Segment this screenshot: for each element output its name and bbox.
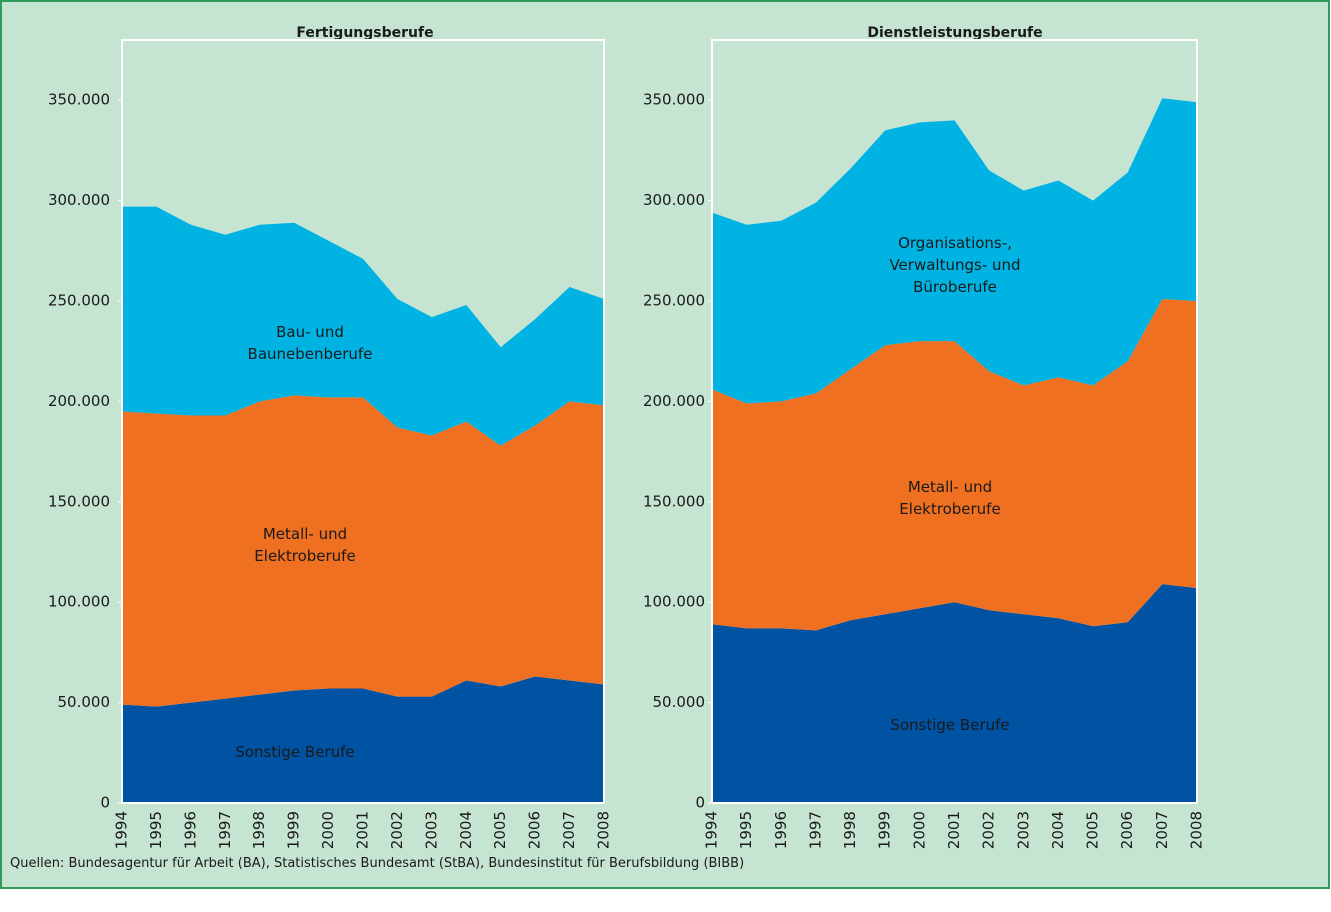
x-tick-label: 2008 bbox=[595, 811, 613, 849]
x-tick-label: 1996 bbox=[772, 811, 790, 849]
area bbox=[712, 98, 1197, 404]
x-tick-label: 2002 bbox=[388, 811, 406, 849]
series-label: Sonstige Berufe bbox=[235, 743, 355, 761]
x-tick-label: 1999 bbox=[876, 811, 894, 849]
y-tick-label: 100.000 bbox=[48, 593, 110, 611]
y-tick-label: 250.000 bbox=[48, 292, 110, 310]
x-tick-label: 2006 bbox=[526, 811, 544, 849]
x-tick-label: 2000 bbox=[319, 811, 337, 849]
x-tick-label: 1998 bbox=[841, 811, 859, 849]
x-tick-label: 2004 bbox=[457, 811, 475, 849]
y-tick-label: 200.000 bbox=[48, 392, 110, 410]
x-tick-label: 1997 bbox=[806, 811, 824, 849]
x-tick-label: 2003 bbox=[422, 811, 440, 849]
y-tick-label: 150.000 bbox=[48, 492, 110, 510]
x-tick-label: 2008 bbox=[1188, 811, 1206, 849]
x-tick-label: 2001 bbox=[945, 811, 963, 849]
y-tick-label: 200.000 bbox=[643, 392, 705, 410]
y-tick-label: 300.000 bbox=[643, 191, 705, 209]
series-label: Sonstige Berufe bbox=[890, 716, 1010, 734]
x-tick-label: 2004 bbox=[1049, 811, 1067, 849]
y-tick-label: 300.000 bbox=[48, 191, 110, 209]
series-label: Metall- und Elektroberufe bbox=[899, 478, 1001, 518]
source-note: Quellen: Bundesagentur für Arbeit (BA), … bbox=[10, 856, 745, 871]
x-tick-label: 2000 bbox=[910, 811, 928, 849]
x-tick-label: 1995 bbox=[147, 811, 165, 849]
series-label: Bau- und Baunebenberufe bbox=[247, 323, 373, 363]
y-tick-label: 50.000 bbox=[653, 693, 706, 711]
y-tick-label: 150.000 bbox=[643, 492, 705, 510]
x-tick-label: 2006 bbox=[1118, 811, 1136, 849]
x-tick-label: 2007 bbox=[1153, 811, 1171, 849]
x-tick-label: 2005 bbox=[1084, 811, 1102, 849]
x-tick-label: 1996 bbox=[181, 811, 199, 849]
series-label: Metall- und Elektroberufe bbox=[254, 525, 356, 565]
area bbox=[122, 395, 604, 707]
x-tick-label: 2005 bbox=[491, 811, 509, 849]
chart-title: Dienstleistungsberufe bbox=[867, 25, 1042, 41]
x-tick-label: 1995 bbox=[737, 811, 755, 849]
x-tick-label: 1994 bbox=[113, 811, 131, 849]
plot-frame bbox=[121, 39, 605, 803]
x-tick-label: 1994 bbox=[703, 811, 721, 849]
y-tick-label: 350.000 bbox=[643, 91, 705, 109]
x-tick-label: 2002 bbox=[980, 811, 998, 849]
x-tick-label: 1998 bbox=[250, 811, 268, 849]
area bbox=[122, 206, 604, 446]
x-tick-label: 2003 bbox=[1014, 811, 1032, 849]
y-tick-label: 350.000 bbox=[48, 91, 110, 109]
y-tick-label: 50.000 bbox=[58, 693, 111, 711]
x-tick-label: 2001 bbox=[354, 811, 372, 849]
area bbox=[712, 584, 1197, 803]
y-tick-label: 250.000 bbox=[643, 292, 705, 310]
x-tick-label: 1997 bbox=[216, 811, 234, 849]
area bbox=[712, 299, 1197, 631]
y-tick-label: 100.000 bbox=[643, 593, 705, 611]
chart-title: Fertigungsberufe bbox=[296, 25, 433, 41]
plot-frame bbox=[711, 39, 1198, 803]
x-tick-label: 1999 bbox=[285, 811, 303, 849]
area bbox=[122, 676, 604, 803]
series-label: Organisations-, Verwaltungs- und Bürober… bbox=[889, 234, 1021, 296]
y-tick-label: 0 bbox=[100, 794, 110, 812]
x-tick-label: 2007 bbox=[560, 811, 578, 849]
y-tick-label: 0 bbox=[695, 794, 705, 812]
